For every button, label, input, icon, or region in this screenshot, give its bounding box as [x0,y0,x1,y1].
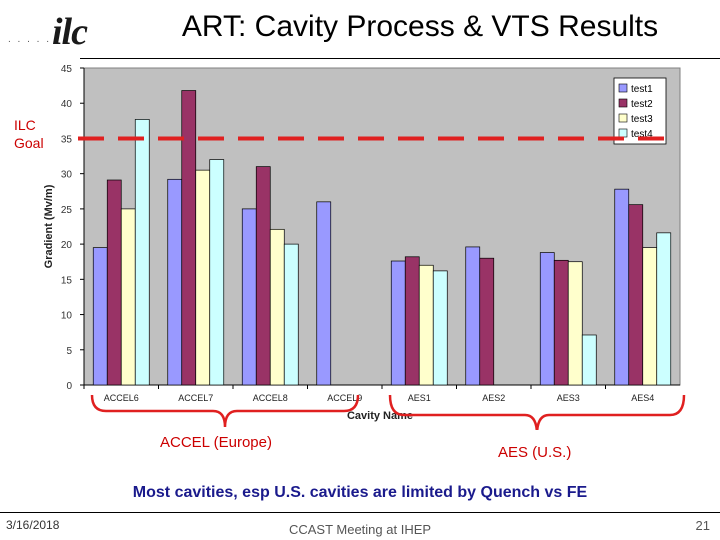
x-tick-label: ACCEL6 [104,393,139,403]
y-tick-label: 10 [61,311,73,322]
footer-meeting: CCAST Meeting at IHEP [288,522,432,537]
bar-test2 [479,257,495,386]
bar-test2 [106,179,122,386]
legend-swatch-test1 [618,83,628,93]
footer-date: 3/16/2018 [6,518,60,532]
bar-test4 [432,270,448,386]
bar-test4 [209,159,225,386]
bar-test3 [418,264,434,386]
bar-test3 [195,169,211,386]
x-tick-label: AES1 [408,393,431,403]
bar-test2 [404,256,420,386]
bar-test4 [283,243,299,386]
logo-dots: . . . . . . . [8,34,71,45]
bar-test4 [134,119,150,386]
bar-test2 [255,166,271,386]
logo-text: ilc [52,11,88,53]
bar-test2 [181,90,197,386]
bar-test1 [465,246,481,386]
y-axis-title: Gradient (Mv/m) [43,184,55,268]
title-rule [80,58,720,59]
legend-swatch-test3 [618,113,628,123]
legend-swatch-test2 [618,98,628,108]
y-tick-label: 35 [61,134,73,145]
x-tick-label: AES3 [557,393,580,403]
bar-test1 [316,201,332,386]
legend-label-test2: test2 [631,99,653,110]
legend-label-test3: test3 [631,114,653,125]
bar-test1 [614,188,630,386]
x-tick-label: ACCEL7 [178,393,213,403]
x-tick-label: AES4 [631,393,654,403]
x-tick-label: ACCEL8 [253,393,288,403]
y-tick-label: 45 [61,64,73,75]
bar-test3 [642,247,658,386]
conclusion-text: Most cavities, esp U.S. cavities are lim… [132,484,588,501]
y-tick-label: 25 [61,205,73,216]
legend-label-test1: test1 [631,84,653,95]
y-tick-label: 40 [61,99,73,110]
bar-test2 [553,259,569,386]
x-tick-label: ACCEL9 [327,393,362,403]
legend-swatch-test4 [618,128,628,138]
ilc-goal-line1: ILC [14,117,36,133]
x-tick-label: AES2 [482,393,505,403]
bar-test1 [241,208,257,386]
bar-test1 [167,178,183,386]
gradient-bar-chart: 0 5 10 15 20 25 30 35 40 45 ACCEL6 ACCEL7 ACCEL8 ACCE… [43,64,686,430]
ilc-goal-label: ILC Goal [14,116,44,152]
y-tick-label: 15 [61,275,73,286]
footer-rule [0,512,720,513]
y-tick-label: 20 [61,240,73,251]
brace-accel [90,394,360,428]
y-tick-label: 0 [66,381,72,392]
bar-test1 [92,247,108,386]
bar-test1 [390,260,406,386]
bar-test3 [567,261,583,386]
legend-label-test4: test4 [631,129,653,140]
y-tick-label: 5 [66,346,72,357]
ilc-goal-line2: Goal [14,135,44,151]
group-label-aes: AES (U.S.) [498,444,572,461]
bar-test3 [269,228,285,386]
bar-test2 [628,204,644,386]
slide-title: ART: Cavity Process & VTS Results [181,10,659,43]
bar-test4 [656,232,672,386]
bar-test3 [120,208,136,386]
brace-aes [388,394,686,430]
y-tick-label: 30 [61,170,73,181]
ilc-logo: . . . . . . . ilc [8,8,88,54]
footer-page-number: 21 [695,518,710,533]
bar-test4 [581,334,597,386]
bar-test1 [539,252,555,386]
group-label-accel: ACCEL (Europe) [160,434,272,451]
